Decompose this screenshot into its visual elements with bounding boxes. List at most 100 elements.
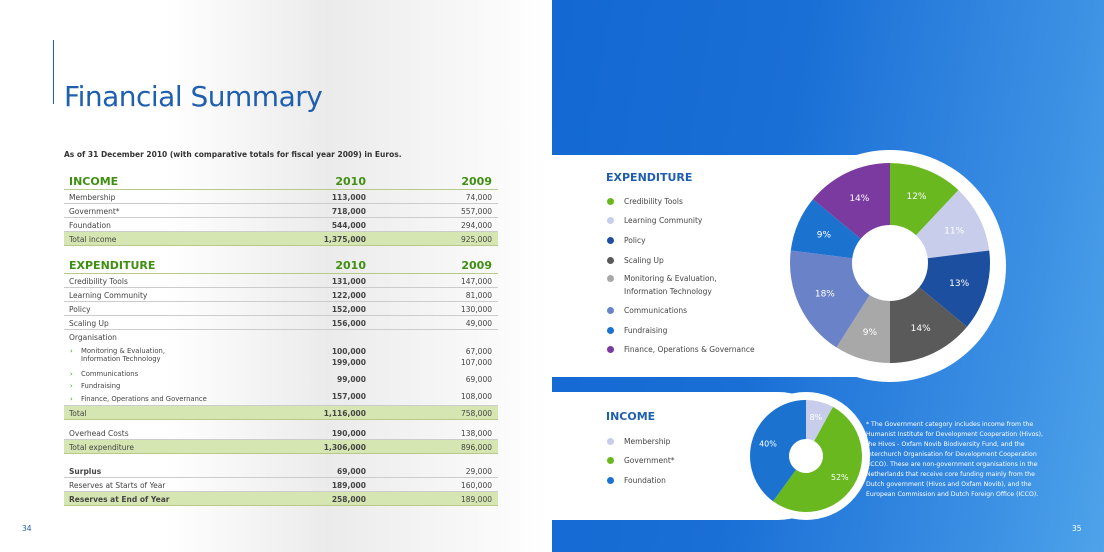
legend-swatch bbox=[607, 198, 614, 205]
page-number: 35 bbox=[1072, 524, 1082, 533]
legend-swatch bbox=[607, 327, 614, 334]
pie-slice-label: 18% bbox=[815, 290, 835, 300]
page-title: Financial Summary bbox=[64, 80, 323, 113]
organisation-row: Organisation bbox=[64, 330, 498, 344]
legend-item: Policy bbox=[607, 234, 646, 247]
value-2010: 199,000 bbox=[331, 358, 366, 367]
table-row: Government* 718,000 557,000 bbox=[64, 204, 498, 218]
value-2010: 69,000 bbox=[337, 467, 366, 476]
legend-item: Communications bbox=[607, 304, 688, 317]
row-label: Credibility Tools bbox=[69, 277, 128, 286]
expenditure-title: EXPENDITURE bbox=[606, 171, 693, 184]
pie-slice bbox=[750, 400, 806, 502]
bullet-icon: › bbox=[70, 395, 73, 403]
value-2009: 160,000 bbox=[460, 481, 492, 490]
reserves-end-row: Reserves at End of Year 258,000 189,000 bbox=[64, 492, 498, 506]
value-2009: 758,000 bbox=[460, 409, 492, 418]
value-2010: 100,000 bbox=[331, 347, 366, 356]
row-label: Total income bbox=[69, 235, 117, 244]
pie-slice bbox=[919, 250, 990, 327]
value-2009: 29,000 bbox=[465, 467, 492, 476]
row-label: Foundation bbox=[69, 221, 111, 230]
reserves-start-row: Reserves at Starts of Year 189,000 160,0… bbox=[64, 478, 498, 492]
legend-label: Fundraising bbox=[624, 326, 668, 335]
total-expenditure-row: Total expenditure 1,306,000 896,000 bbox=[64, 440, 498, 454]
income-header-row: INCOME 2010 2009 bbox=[64, 174, 498, 190]
value-2010: 718,000 bbox=[331, 207, 366, 216]
value-2010: 1,306,000 bbox=[323, 443, 366, 452]
row-label: Finance, Operations and Governance bbox=[81, 395, 207, 403]
pie-slice bbox=[916, 190, 990, 259]
legend-label: Finance, Operations & Governance bbox=[624, 345, 755, 354]
pie-slice bbox=[890, 287, 968, 363]
legend-swatch bbox=[607, 477, 614, 484]
value-2009: 925,000 bbox=[460, 235, 492, 244]
row-label: Total expenditure bbox=[69, 443, 135, 452]
expenditure-heading: EXPENDITURE bbox=[69, 259, 156, 272]
pie-slice bbox=[773, 406, 862, 512]
legend-label: Learning Community bbox=[624, 216, 703, 225]
row-label: Fundraising bbox=[81, 382, 121, 390]
col-2010-heading: 2010 bbox=[335, 259, 366, 272]
income-title: INCOME bbox=[606, 410, 656, 423]
legend-item: Credibility Tools bbox=[607, 195, 683, 208]
row-label: Surplus bbox=[69, 467, 102, 476]
pie-slice-label: 52% bbox=[831, 473, 849, 482]
legend-item: Fundraising bbox=[607, 324, 668, 337]
income-heading: INCOME bbox=[69, 175, 119, 188]
col-2009-heading: 2009 bbox=[461, 259, 492, 272]
value-2010: 1,375,000 bbox=[323, 235, 366, 244]
total-row: Total 1,116,000 758,000 bbox=[64, 406, 498, 420]
bullet-icon: › bbox=[70, 347, 73, 355]
row-label: Government* bbox=[69, 207, 120, 216]
financial-table: INCOME 2010 2009 Membership 113,000 74,0… bbox=[64, 174, 498, 506]
value-2010: 122,000 bbox=[331, 291, 366, 300]
bullet-icon: › bbox=[70, 370, 73, 378]
legend-item: Monitoring & Evaluation, Information Tech… bbox=[607, 272, 717, 298]
value-2009: 69,000 bbox=[465, 375, 492, 384]
pie-slice-label: 8% bbox=[810, 413, 823, 422]
legend-label: Policy bbox=[624, 236, 646, 245]
value-2010: 258,000 bbox=[331, 495, 366, 504]
value-2010: 544,000 bbox=[331, 221, 366, 230]
legend-swatch bbox=[607, 346, 614, 353]
value-2009: 67,000 bbox=[465, 347, 492, 356]
legend-swatch bbox=[607, 438, 614, 445]
pie-slice-label: 14% bbox=[911, 324, 931, 334]
legend-item: Learning Community bbox=[607, 214, 703, 227]
pie-slice-label: 14% bbox=[849, 194, 869, 204]
intro-text: As of 31 December 2010 (with comparative… bbox=[64, 150, 402, 159]
income-pie-chart: 8% 52% 40% bbox=[750, 400, 862, 512]
value-2010: 99,000 bbox=[337, 375, 366, 384]
table-row: Policy 152,000 130,000 bbox=[64, 302, 498, 316]
row-label: Scaling Up bbox=[69, 319, 109, 328]
row-label: Monitoring & Evaluation, Information Tec… bbox=[69, 347, 165, 363]
value-2009: 147,000 bbox=[460, 277, 492, 286]
value-2009: 557,000 bbox=[460, 207, 492, 216]
pie-slice-label: 11% bbox=[944, 226, 964, 236]
pie-slice-label: 9% bbox=[863, 328, 878, 338]
legend-label-line2: Information Technology bbox=[624, 287, 712, 296]
row-label-line1: Monitoring & Evaluation, bbox=[81, 347, 165, 355]
accent-line bbox=[53, 40, 54, 104]
pie-slice bbox=[790, 199, 861, 259]
row-label: Reserves at Starts of Year bbox=[69, 481, 166, 490]
legend-swatch bbox=[607, 217, 614, 224]
table-row: › Fundraising bbox=[64, 380, 498, 392]
legend-item: Membership bbox=[607, 435, 670, 448]
legend-label: Government* bbox=[624, 456, 675, 465]
pie-slice bbox=[836, 295, 890, 363]
table-row: Learning Community 122,000 81,000 bbox=[64, 288, 498, 302]
col-2010-heading: 2010 bbox=[335, 175, 366, 188]
legend-swatch bbox=[607, 457, 614, 464]
surplus-row: Surplus 69,000 29,000 bbox=[64, 464, 498, 478]
pie-slice bbox=[890, 163, 959, 236]
left-page: Financial Summary As of 31 December 2010… bbox=[0, 0, 548, 552]
table-row: › Communications 99,000 69,000 bbox=[64, 370, 498, 384]
bullet-icon: › bbox=[70, 382, 73, 390]
row-label: Membership bbox=[69, 193, 116, 202]
legend-label: Communications bbox=[624, 306, 688, 315]
legend-swatch bbox=[607, 237, 614, 244]
legend-swatch bbox=[607, 257, 614, 264]
value-2010: 113,000 bbox=[331, 193, 366, 202]
